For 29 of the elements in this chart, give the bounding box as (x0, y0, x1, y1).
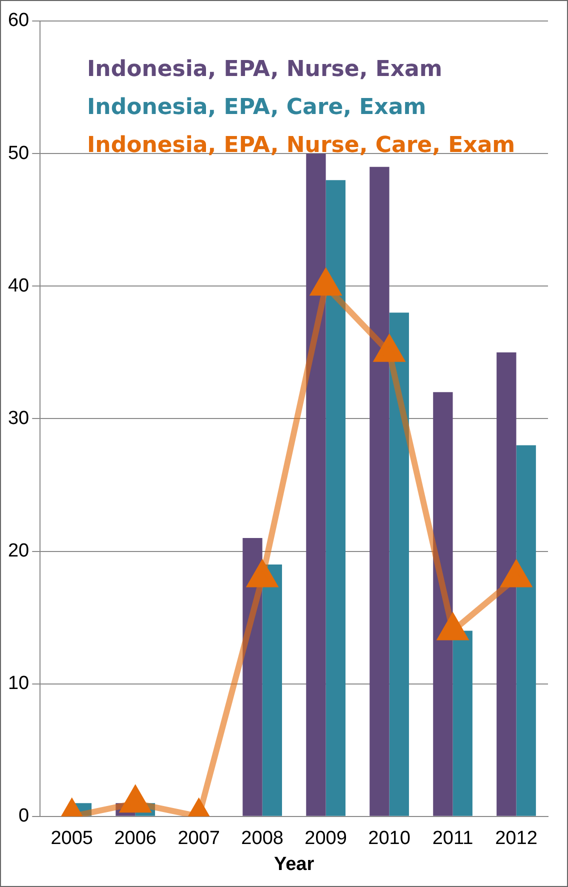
y-tick-label: 30 (8, 408, 30, 429)
text: Indonesia, EPA, Care, Exam (87, 94, 428, 122)
x-tick-label: 2011 (432, 828, 474, 850)
bar (433, 392, 453, 816)
bar (370, 166, 390, 816)
x-tick-label: 2006 (114, 828, 156, 850)
bar (389, 312, 409, 816)
bar (326, 180, 346, 816)
x-tick-label: 2007 (178, 828, 220, 850)
x-tick-label: 2010 (368, 828, 410, 850)
y-tick-label: 10 (8, 673, 30, 694)
bar (306, 154, 326, 816)
y-tick-label: 0 (18, 806, 30, 827)
bar (496, 352, 516, 816)
y-tick-label: 20 (8, 540, 30, 562)
x-tick-label: 2012 (495, 828, 538, 850)
y-tick-label: 40 (8, 275, 30, 296)
y-tick-label: 60 (8, 10, 30, 32)
text: Indonesia, EPA, Nurse, Care, Exam (87, 132, 516, 160)
x-tick-label: 2008 (241, 828, 284, 850)
x-tick-label: 2009 (304, 828, 347, 850)
bar (242, 538, 262, 816)
y-tick-label: 50 (8, 142, 30, 164)
bar (452, 630, 472, 816)
bar (262, 564, 282, 816)
text: Indonesia, EPA, Nurse, Exam (87, 56, 444, 84)
x-axis-title: Year (274, 854, 315, 875)
x-tick-label: 2005 (50, 828, 94, 850)
bar (516, 445, 536, 816)
